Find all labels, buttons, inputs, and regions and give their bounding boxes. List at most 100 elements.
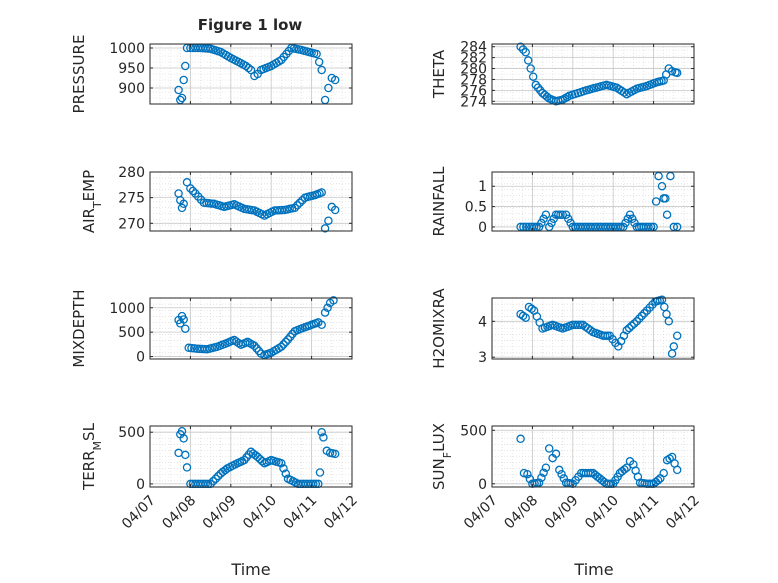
subplot-mixdepth: 0 500 1000 MIXDEPTH <box>70 289 353 368</box>
data-point <box>312 49 321 59</box>
data-point <box>330 205 340 215</box>
data-point <box>253 452 262 462</box>
data-point <box>537 218 546 228</box>
x-tick-label: 04/07 <box>119 493 159 533</box>
data-series <box>174 43 340 105</box>
data-point <box>179 75 188 85</box>
y-tick-label: 280 <box>118 165 145 181</box>
data-point <box>277 342 286 352</box>
x-tick-label: 04/08 <box>501 493 541 533</box>
data-point <box>186 184 195 193</box>
data-point <box>564 214 573 224</box>
data-point <box>534 478 544 487</box>
x-tick-label: 04/07 <box>461 493 501 533</box>
y-tick-label: 0 <box>478 220 487 236</box>
x-axis-label-right: Time <box>573 560 613 579</box>
data-series <box>516 434 682 489</box>
y-tick-label: 0 <box>478 477 487 493</box>
y-tick-label: 275 <box>118 191 145 207</box>
data-point <box>521 47 530 57</box>
data-point <box>293 201 302 210</box>
data-point <box>314 57 324 67</box>
data-point <box>537 473 546 482</box>
data-point <box>317 188 326 197</box>
data-point <box>624 323 634 333</box>
data-point <box>319 433 328 442</box>
data-point <box>330 449 340 459</box>
data-point <box>521 222 531 232</box>
y-axis-label: AIRTEMP <box>80 170 104 233</box>
data-point <box>573 320 583 330</box>
data-point <box>632 317 642 326</box>
data-point <box>317 65 326 75</box>
data-point <box>179 315 188 324</box>
data-point <box>629 319 639 328</box>
x-axis-label-left: Time <box>230 560 270 579</box>
data-point <box>586 468 595 478</box>
y-tick-label: 500 <box>118 425 145 441</box>
y-tick-label: 1000 <box>109 41 145 57</box>
y-tick-label: 1000 <box>109 301 145 317</box>
data-point <box>659 468 668 478</box>
data-point <box>279 340 288 349</box>
data-point <box>586 326 595 335</box>
data-point <box>525 474 535 484</box>
data-point <box>672 465 682 475</box>
x-tick-label: 04/11 <box>623 493 663 533</box>
y-tick-label: 278 <box>460 72 487 88</box>
data-point <box>528 72 538 81</box>
data-point <box>529 222 539 232</box>
data-point <box>281 469 291 478</box>
data-point <box>516 434 525 444</box>
data-point <box>174 85 183 95</box>
axes-box <box>149 425 353 488</box>
data-point <box>623 214 633 224</box>
data-point <box>516 42 525 51</box>
data-point <box>621 218 630 228</box>
data-point <box>179 434 188 443</box>
data-point <box>320 308 330 317</box>
data-point <box>664 317 674 326</box>
data-point <box>207 199 216 208</box>
data-point <box>625 210 635 219</box>
y-tick-label: 274 <box>460 94 487 110</box>
data-point <box>651 197 661 206</box>
y-tick-label: 270 <box>118 216 145 232</box>
data-point <box>669 222 679 232</box>
y-tick-label: 282 <box>460 51 487 67</box>
data-point <box>177 93 187 103</box>
data-point <box>279 464 288 473</box>
x-tick-label: 04/09 <box>542 493 582 533</box>
data-point <box>295 198 305 208</box>
data-point <box>317 427 326 437</box>
data-point <box>323 303 332 313</box>
data-point <box>672 331 682 340</box>
data-point <box>541 210 551 219</box>
data-point <box>644 222 653 232</box>
y-tick-label: 1 <box>478 179 487 195</box>
data-point <box>518 45 528 54</box>
data-point <box>181 61 190 71</box>
y-tick-label: 0 <box>136 350 145 366</box>
data-point <box>672 222 682 232</box>
y-axis-label: PRESSURE <box>70 35 88 114</box>
data-point <box>521 313 530 322</box>
data-point <box>536 86 545 95</box>
x-tick-label: 04/10 <box>582 493 622 533</box>
data-point <box>661 194 670 203</box>
y-axis-label: MIXDEPTH <box>70 289 88 367</box>
data-point <box>177 203 187 213</box>
data-series <box>174 296 338 360</box>
data-point <box>547 218 556 228</box>
data-point <box>557 469 566 479</box>
figure-title: Figure 1 low <box>198 16 303 34</box>
data-point <box>635 314 644 323</box>
data-point <box>330 75 340 85</box>
data-point <box>317 320 326 330</box>
data-point <box>555 465 564 475</box>
x-tick-label: 04/12 <box>321 493 361 533</box>
data-point <box>324 83 333 93</box>
data-point <box>277 458 286 468</box>
data-point <box>252 344 261 353</box>
data-point <box>622 326 631 335</box>
